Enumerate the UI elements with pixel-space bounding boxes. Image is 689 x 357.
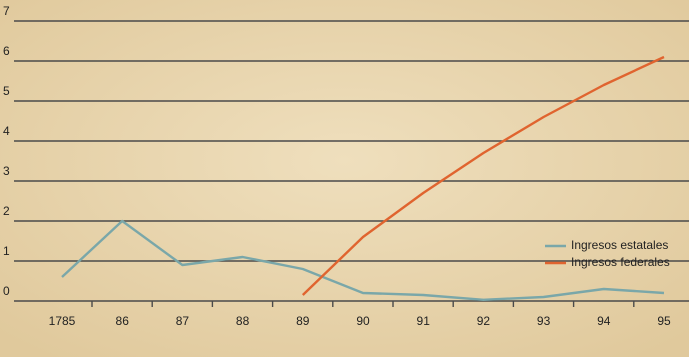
- y-tick-label: 2: [3, 204, 10, 218]
- y-tick-label: 1: [3, 244, 10, 258]
- legend-label: Ingresos federales: [571, 255, 670, 269]
- x-tick-label: 92: [477, 314, 491, 328]
- x-tick-label: 95: [657, 314, 671, 328]
- data-line: [61, 219, 665, 301]
- x-tick-label: 91: [417, 314, 431, 328]
- x-tick-label: 94: [597, 314, 611, 328]
- legend-label: Ingresos estatales: [571, 238, 668, 252]
- y-tick-label: 4: [3, 124, 10, 138]
- x-tick-label: 86: [116, 314, 130, 328]
- x-tick-label: 90: [356, 314, 370, 328]
- y-tick-label: 5: [3, 84, 10, 98]
- x-tick-label: 93: [537, 314, 551, 328]
- x-tick-label: 87: [176, 314, 190, 328]
- y-tick-label: 3: [3, 164, 10, 178]
- x-tick-label: 88: [236, 314, 250, 328]
- data-line: [301, 55, 665, 296]
- x-tick-label: 1785: [49, 314, 76, 328]
- y-tick-label: 7: [3, 4, 10, 18]
- y-tick-label: 0: [3, 284, 10, 298]
- x-tick-label: 89: [296, 314, 310, 328]
- y-tick-label: 6: [3, 44, 10, 58]
